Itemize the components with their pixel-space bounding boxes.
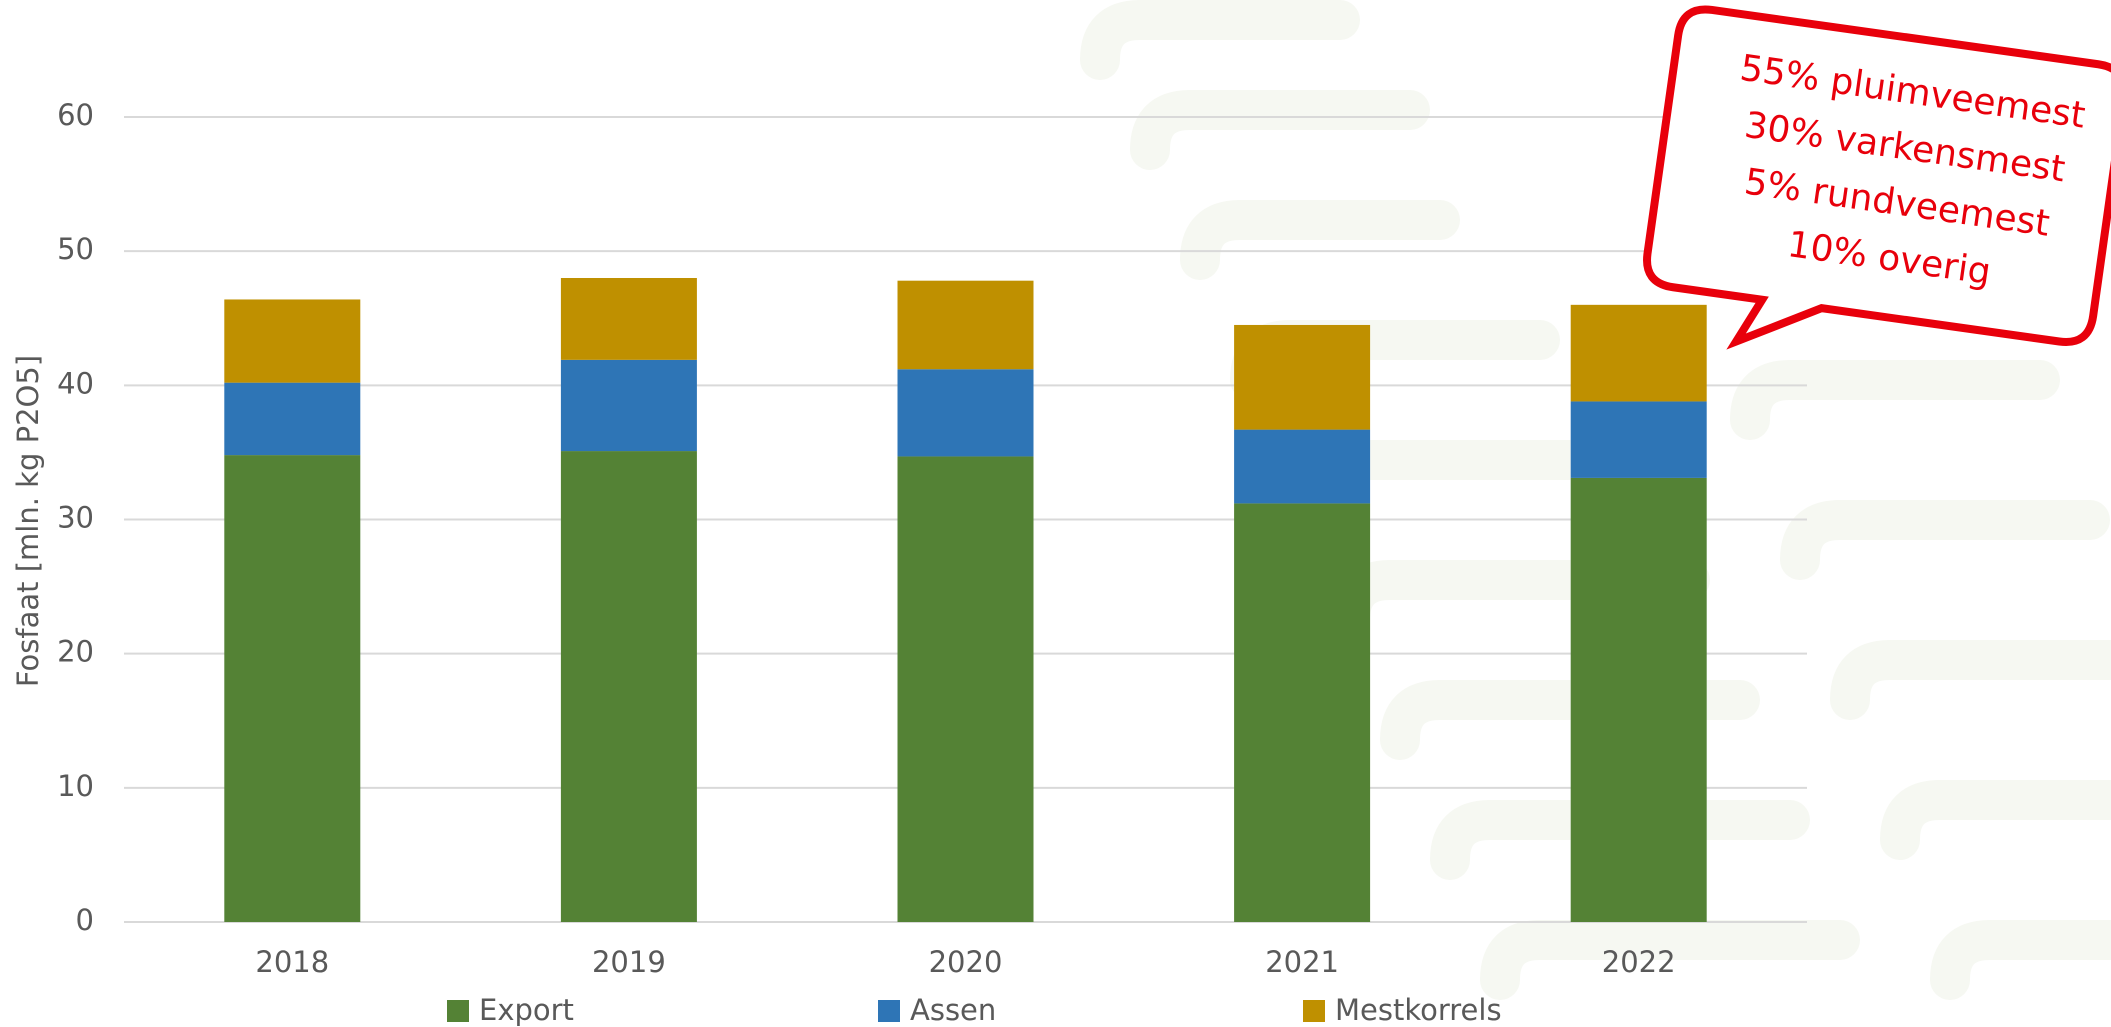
y-axis-title: Fosfaat [mln. kg P2O5]	[11, 355, 45, 687]
bar-segment	[224, 455, 361, 922]
y-tick-label: 50	[57, 232, 94, 266]
legend-label: Export	[479, 993, 574, 1027]
y-tick-label: 60	[57, 98, 94, 132]
bar-segment	[224, 299, 361, 383]
y-tick-label: 40	[57, 366, 94, 400]
legend-label: Assen	[910, 993, 996, 1027]
bar-segment	[897, 280, 1034, 370]
y-tick-label: 10	[57, 769, 94, 803]
bar-segment	[224, 382, 361, 456]
legend-swatch	[447, 1000, 469, 1022]
y-tick-label: 30	[57, 501, 94, 535]
bar-segment	[897, 369, 1034, 457]
x-tick-label: 2021	[1265, 945, 1339, 979]
bar-segment	[560, 359, 697, 452]
bar-segment	[1570, 304, 1707, 402]
x-tick-label: 2020	[929, 945, 1003, 979]
bar-segment	[1234, 324, 1371, 430]
x-tick-label: 2018	[255, 945, 329, 979]
bar-segment	[560, 278, 697, 360]
grid: 0 10 20 30 40 50 60 2018 2019 2020 2021 2022 Export A…	[57, 98, 1807, 1027]
x-tick-label: 2019	[592, 945, 666, 979]
legend-swatch	[1303, 1000, 1325, 1022]
callout-bubble	[1643, 5, 2111, 350]
y-tick-label: 20	[57, 635, 94, 669]
legend-label: Mestkorrels	[1335, 993, 1502, 1027]
legend-swatch	[878, 1000, 900, 1022]
bar-segment	[560, 451, 697, 922]
bar-segment	[1234, 503, 1371, 922]
x-tick-label: 2022	[1602, 945, 1676, 979]
bar-segment	[1570, 401, 1707, 478]
bar-segment	[897, 456, 1034, 922]
bar-segment	[1234, 429, 1371, 504]
y-tick-label: 0	[76, 903, 94, 937]
bar-segment	[1570, 477, 1707, 922]
